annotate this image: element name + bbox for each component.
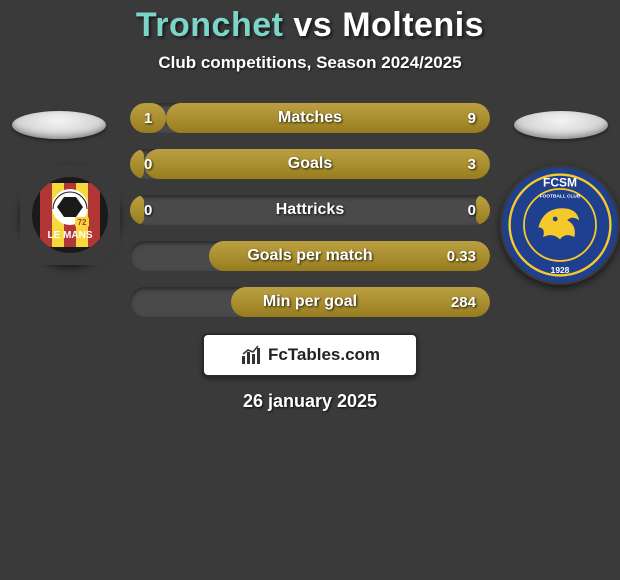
fcsm-crest-icon: FCSM FOOTBALL CLUB 1928 — [500, 165, 620, 285]
team-crest-left: LE MANS 72 — [20, 165, 120, 265]
le-mans-crest-icon: LE MANS 72 — [20, 165, 120, 265]
brand-box[interactable]: FcTables.com — [202, 333, 418, 377]
date-text: 26 january 2025 — [0, 391, 620, 412]
flag-right — [514, 111, 608, 139]
stat-rows: Matches19Goals03Hattricks00Goals per mat… — [130, 103, 490, 317]
player1-name: Tronchet — [136, 6, 284, 44]
stat-label: Hattricks — [130, 195, 490, 225]
page-title: Tronchet vs Moltenis — [0, 6, 620, 45]
stat-value-right: 0.33 — [433, 241, 490, 271]
subtitle: Club competitions, Season 2024/2025 — [0, 53, 620, 73]
stat-row: Goals per match0.33 — [130, 241, 490, 271]
svg-text:FCSM: FCSM — [543, 176, 577, 190]
chart-icon — [240, 344, 262, 366]
brand-text: FcTables.com — [268, 345, 380, 365]
stat-row: Hattricks0 0 — [130, 195, 490, 225]
stat-row: Min per goal284 — [130, 287, 490, 317]
stat-row: Goals0 3 — [130, 149, 490, 179]
stat-label: Matches — [130, 103, 490, 133]
stat-value-right: 3 — [454, 149, 490, 179]
stat-value-right: 0 — [454, 195, 490, 225]
flag-left — [12, 111, 106, 139]
stat-value-right: 284 — [437, 287, 490, 317]
team-crest-right: FCSM FOOTBALL CLUB 1928 — [500, 165, 620, 285]
stat-value-left: 0 — [130, 195, 166, 225]
stat-row: Matches1 9 — [130, 103, 490, 133]
vs-separator: vs — [283, 6, 342, 44]
stat-label: Goals — [130, 149, 490, 179]
player2-name: Moltenis — [342, 6, 484, 44]
svg-text:1928: 1928 — [551, 265, 570, 275]
stat-value-left: 1 — [130, 103, 166, 133]
stat-value-right: 9 — [454, 103, 490, 133]
svg-text:72: 72 — [78, 218, 87, 227]
stat-value-left: 0 — [130, 149, 166, 179]
svg-text:FOOTBALL CLUB: FOOTBALL CLUB — [540, 193, 581, 199]
svg-text:LE MANS: LE MANS — [48, 230, 93, 241]
